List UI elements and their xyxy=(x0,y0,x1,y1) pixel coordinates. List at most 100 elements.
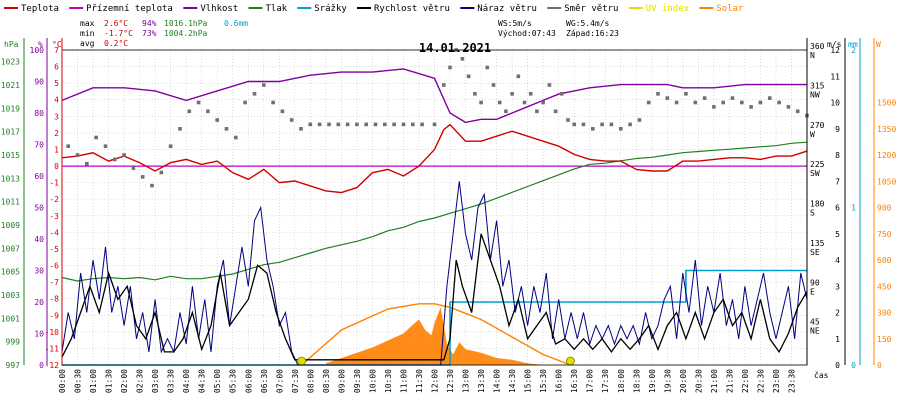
axis-title-temperature: °C xyxy=(52,40,62,49)
tick-temperature: -12 xyxy=(45,361,60,370)
tick-wind: 4 xyxy=(835,256,840,265)
x-tick-label: 07:00 xyxy=(275,369,284,393)
x-tick-label: 01:30 xyxy=(105,369,114,393)
tick-temperature: 1 xyxy=(54,145,59,154)
direction-point xyxy=(547,83,552,87)
tick-humidity: 0 xyxy=(39,361,44,370)
direction-point xyxy=(122,153,126,157)
stat-min-temp: -1.7°C xyxy=(104,29,133,38)
tick-wind: 11 xyxy=(830,72,840,81)
series-tlak xyxy=(61,141,808,282)
legend-item: Teplota xyxy=(21,4,59,14)
tick-humidity: 80 xyxy=(34,109,44,118)
direction-point xyxy=(215,118,219,122)
uv-marker xyxy=(566,356,575,366)
direction-point xyxy=(234,135,238,140)
tick-pressure: 1023 xyxy=(1,58,20,67)
x-tick-label: 03:30 xyxy=(167,369,176,393)
axis-title-pressure: hPa xyxy=(4,40,19,49)
direction-point xyxy=(75,153,80,157)
tick-wind: 2 xyxy=(835,309,840,318)
tick-solar: 300 xyxy=(877,309,892,318)
x-tick-label: 01:00 xyxy=(89,369,98,393)
tick-direction: 360 xyxy=(810,42,825,51)
x-tick-label: 05:00 xyxy=(213,369,222,393)
tick-temperature: 0 xyxy=(54,162,59,171)
direction-point xyxy=(103,144,108,148)
direction-point xyxy=(702,96,707,100)
x-tick-label: 16:00 xyxy=(555,369,564,393)
legend-item: Tlak xyxy=(266,4,288,14)
tick-temperature: -5 xyxy=(49,245,59,254)
tick-direction: 45 xyxy=(810,318,820,327)
tick-direction-label: SW xyxy=(810,169,820,178)
tick-pressure: 1011 xyxy=(1,198,20,207)
legend-item: Přízemní teplota xyxy=(86,4,173,14)
tick-direction-label: SE xyxy=(810,248,820,257)
series-solar xyxy=(301,303,571,366)
x-tick-label: 04:00 xyxy=(182,369,191,393)
direction-point xyxy=(168,144,173,148)
direction-point xyxy=(140,175,145,179)
direction-point xyxy=(460,57,465,61)
tick-direction-label: S xyxy=(810,209,815,218)
stat-sunset: Západ:16:23 xyxy=(566,29,619,38)
direction-point xyxy=(609,122,614,127)
x-tick-label: 08:00 xyxy=(306,369,315,393)
direction-point xyxy=(684,92,688,96)
direction-point xyxy=(243,100,247,105)
tick-wind: 9 xyxy=(835,125,840,134)
x-tick-label: 19:30 xyxy=(663,369,672,393)
axes-layer: 9979991001100310051007100910111013101510… xyxy=(1,38,896,370)
direction-point xyxy=(466,74,471,79)
direction-point xyxy=(674,100,679,105)
tick-solar: 600 xyxy=(877,256,892,265)
tick-wind: 0 xyxy=(835,361,840,370)
tick-temperature: 5 xyxy=(54,79,59,88)
x-tick-label: 15:30 xyxy=(539,369,548,393)
tick-temperature: 7 xyxy=(54,46,59,55)
legend-item: UV index xyxy=(646,4,690,14)
x-tick-label: 19:00 xyxy=(648,369,657,393)
x-tick-label: 16:30 xyxy=(570,369,579,393)
stat-label: avg xyxy=(80,39,95,48)
direction-point xyxy=(553,109,558,114)
tick-solar: 1500 xyxy=(877,99,896,108)
tick-temperature: 4 xyxy=(54,96,59,105)
direction-point xyxy=(159,170,164,175)
x-tick-label: 23:30 xyxy=(788,369,797,393)
tick-pressure: 1005 xyxy=(1,268,20,277)
legend-item: Srážky xyxy=(314,4,347,14)
x-tick-label: 23:00 xyxy=(772,369,781,393)
tick-humidity: 10 xyxy=(34,330,44,339)
tick-rain: 0 xyxy=(851,361,856,370)
direction-point xyxy=(637,118,642,122)
direction-point xyxy=(113,157,117,162)
direction-point xyxy=(252,92,257,96)
stat-max-rain: 0.6mm xyxy=(224,19,248,28)
direction-point xyxy=(795,109,800,114)
direction-point xyxy=(336,122,341,127)
direction-point xyxy=(504,109,508,114)
tick-wind: 5 xyxy=(835,230,840,239)
x-tick-label: 05:30 xyxy=(229,369,238,393)
stat-max-press: 1016.1hPa xyxy=(164,19,208,28)
tick-temperature: -8 xyxy=(49,295,59,304)
tick-pressure: 1021 xyxy=(1,81,20,90)
direction-point xyxy=(150,183,154,188)
x-tick-label: 12:30 xyxy=(446,369,455,393)
x-tick-label: 22:30 xyxy=(756,369,765,393)
stat-avg-temp: 0.2°C xyxy=(104,39,128,48)
direction-point xyxy=(758,100,763,105)
x-tick-label: 20:00 xyxy=(679,369,688,393)
tick-temperature: -2 xyxy=(49,195,59,204)
tick-wind: 1 xyxy=(835,335,840,344)
tick-temperature: -6 xyxy=(49,262,59,271)
tick-pressure: 997 xyxy=(6,361,21,370)
x-tick-label: 03:00 xyxy=(151,369,160,393)
direction-point xyxy=(566,118,570,122)
x-tick-label: 13:30 xyxy=(477,369,486,393)
tick-temperature: -4 xyxy=(49,228,59,237)
tick-direction-label: NE xyxy=(810,327,820,336)
